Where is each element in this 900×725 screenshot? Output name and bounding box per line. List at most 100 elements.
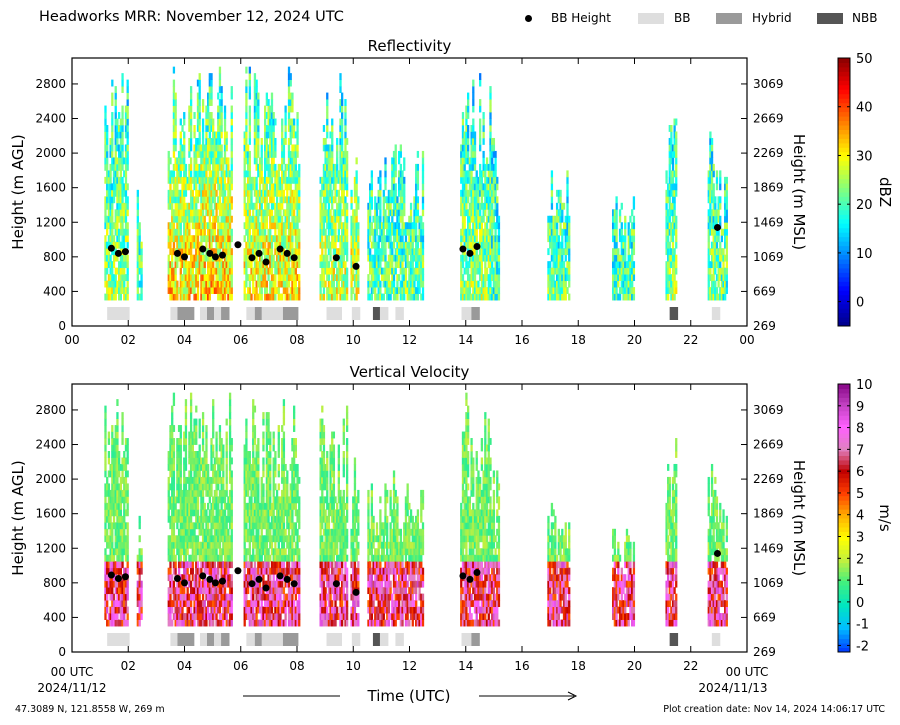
- bb-height-point: [206, 249, 214, 257]
- bb-class-segment-bb: [351, 633, 361, 646]
- bb-height-point: [234, 567, 242, 575]
- bb-height-point: [211, 253, 219, 261]
- bb-class-segment-hybrid: [221, 307, 230, 320]
- bb-class-segment-bb: [214, 307, 222, 320]
- colorbar-tick-label: 30: [856, 149, 873, 164]
- y-tick-label: 800: [43, 576, 66, 590]
- y-tick-label-right: 1069: [753, 576, 784, 590]
- colorbar-tick-label: 6: [856, 465, 864, 480]
- x-tick-label: 14: [458, 659, 473, 673]
- bb-height-point: [473, 568, 481, 576]
- colorbar-tick-label: 10: [856, 378, 873, 393]
- bb-class-segment-bb: [326, 307, 342, 320]
- bb-class-segment-bb: [351, 307, 361, 320]
- x-end-date: 2024/11/13: [698, 681, 767, 695]
- y-tick-label: 2400: [35, 438, 66, 452]
- y-tick-label: 1200: [35, 215, 66, 229]
- bb-class-segment-bb: [326, 633, 342, 646]
- y-tick-label-right: 1469: [753, 215, 784, 229]
- x-tick-label: 00: [64, 333, 79, 347]
- legend-label-hybrid: Hybrid: [752, 11, 792, 25]
- bb-height-point: [199, 572, 207, 580]
- x-tick-label: 20: [627, 659, 642, 673]
- y-axis-label: Height (m AGL): [9, 134, 27, 249]
- bb-height-point: [332, 254, 340, 262]
- x-tick-label: 04: [177, 333, 192, 347]
- bb-height-point: [234, 241, 242, 249]
- bb-height-point: [211, 579, 219, 587]
- y-tick-label: 400: [43, 610, 66, 624]
- colorbar-tick-label: 10: [856, 247, 873, 262]
- x-tick-label: 18: [571, 333, 586, 347]
- colorbar-tick-label: 0: [856, 296, 864, 311]
- bb-class-segment-bb: [214, 633, 222, 646]
- bb-classification-bar: [107, 307, 721, 320]
- bb-class-segment-hybrid: [471, 633, 480, 646]
- colorbar: 0 10 20 30 40 50: [837, 52, 873, 327]
- bb-class-segment-nbb: [372, 307, 380, 320]
- bb-class-segment-hybrid: [177, 633, 195, 646]
- bb-height-point: [181, 579, 188, 587]
- y-tick-label-right: 3069: [753, 403, 784, 417]
- bb-class-segment-bb: [107, 307, 130, 320]
- chart-title: Reflectivity: [368, 37, 452, 55]
- bb-class-segment-bb: [246, 307, 255, 320]
- colorbar-tick-label: 8: [856, 422, 864, 437]
- bb-height-point: [218, 251, 226, 259]
- x-tick-label: 00: [739, 333, 754, 347]
- bb-height-point: [352, 588, 360, 596]
- bb-legend-swatch: [638, 13, 664, 24]
- y-axis-label: Height (m AGL): [9, 460, 27, 575]
- legend-label-bb: BB: [674, 11, 691, 25]
- bb-classification-bar: [107, 633, 721, 646]
- bb-height-legend-marker: [525, 15, 532, 22]
- x-tick-label: 22: [683, 333, 698, 347]
- colorbar-tick-label: -2: [856, 639, 869, 654]
- bb-class-segment-bb: [170, 633, 178, 646]
- bb-height-point: [248, 580, 256, 588]
- y-tick-label-right: 3069: [753, 77, 784, 91]
- bb-height-point: [262, 584, 270, 592]
- reflectivity-data-area: [104, 66, 728, 301]
- y-tick-label-right: 2669: [753, 112, 784, 126]
- y-tick-label: 0: [58, 319, 66, 333]
- y-tick-label: 0: [58, 645, 66, 659]
- bb-class-segment-bb: [461, 307, 472, 320]
- reflectivity-chart: Reflectivity 00 02 04 06 08 10 12 14 16 18 20 22 000…: [9, 37, 894, 347]
- x-tick-label: 16: [514, 333, 529, 347]
- arrow-head-icon: [567, 691, 578, 701]
- bb-height-point: [181, 253, 188, 261]
- x-tick-label: 06: [233, 333, 248, 347]
- bb-height-point: [283, 249, 291, 257]
- colorbar-tick-label: -1: [856, 618, 869, 633]
- colorbar: -2 -1 0 1 2 3 4 5 6 7 8 9 10: [837, 378, 873, 654]
- y-tick-label-right: 269: [753, 319, 776, 333]
- colorbar-tick-label: 5: [856, 487, 864, 502]
- bb-class-segment-bb: [379, 307, 389, 320]
- legend-label-nbb: NBB: [852, 11, 878, 25]
- bb-class-segment-bb: [107, 633, 130, 646]
- bb-height-point: [173, 249, 181, 257]
- x-tick-label: 16: [514, 659, 529, 673]
- bb-height-point: [206, 575, 214, 583]
- bb-class-segment-bb: [711, 307, 721, 320]
- bb-height-point: [352, 262, 360, 270]
- plot-creation-date: Plot creation date: Nov 14, 2024 14:06:1…: [663, 704, 885, 715]
- bb-height-point: [199, 245, 207, 253]
- axis-ticks: 02 04 06 08 10 12 14 16 18 20 22 0 269 400 669 800 1069 1…: [35, 384, 784, 673]
- y-tick-label: 2400: [35, 112, 66, 126]
- x-tick-label: 02: [121, 659, 136, 673]
- bb-class-segment-hybrid: [221, 633, 230, 646]
- bb-height-point: [459, 245, 467, 253]
- bb-height-point: [276, 245, 284, 253]
- bb-height-point: [114, 575, 122, 583]
- y-tick-label-right: 1869: [753, 181, 784, 195]
- bb-height-point: [173, 575, 181, 583]
- bb-height-point: [107, 244, 115, 252]
- x-tick-label: 02: [121, 333, 136, 347]
- y-tick-label: 1600: [35, 181, 66, 195]
- bb-class-segment-bb: [261, 307, 283, 320]
- bb-class-segment-hybrid: [207, 307, 215, 320]
